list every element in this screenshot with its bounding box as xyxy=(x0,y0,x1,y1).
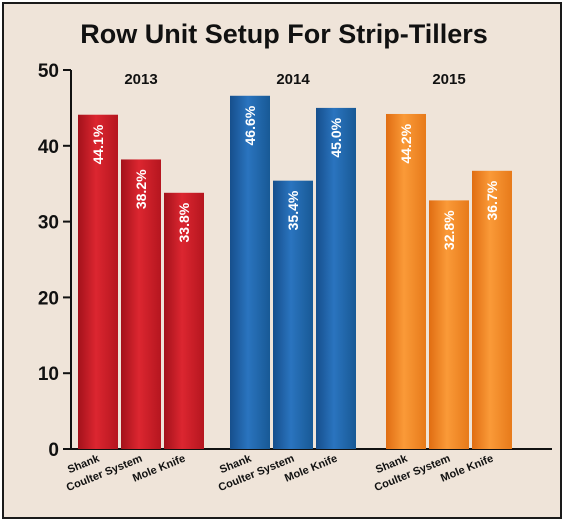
chart-title: Row Unit Setup For Strip-Tillers xyxy=(80,19,488,49)
bar-2013-mole-knife xyxy=(164,192,204,449)
group-year-label: 2015 xyxy=(432,71,465,88)
bar-2015-shank xyxy=(386,113,426,450)
group-year-label: 2014 xyxy=(276,71,310,88)
y-tick-label: 40 xyxy=(38,137,59,158)
y-tick-label: 10 xyxy=(38,364,59,385)
bar-value-label: 33.8% xyxy=(176,202,192,242)
bar-value-label: 36.7% xyxy=(484,180,500,220)
bar-value-label: 46.6% xyxy=(242,105,258,145)
bar-2015-coulter-system xyxy=(429,200,469,449)
bar-2015-mole-knife xyxy=(472,170,512,449)
bar-2013-coulter-system xyxy=(121,159,161,449)
y-tick-label: 20 xyxy=(38,288,59,309)
bars-layer xyxy=(78,95,512,450)
group-year-label: 2013 xyxy=(124,71,157,88)
chart-frame: Row Unit Setup For Strip-Tillers 0 10 20 30… xyxy=(2,2,562,519)
bar-value-label: 44.1% xyxy=(90,124,106,164)
y-tick-label: 30 xyxy=(38,213,59,234)
bar-2013-shank xyxy=(78,114,118,450)
bar-2014-mole-knife xyxy=(316,107,356,450)
bar-value-label: 44.2% xyxy=(398,123,414,163)
y-tick-label: 0 xyxy=(48,440,59,461)
bar-value-label: 38.2% xyxy=(133,169,149,209)
bar-chart: Row Unit Setup For Strip-Tillers 0 10 20 30… xyxy=(38,19,552,494)
y-tick-label: 50 xyxy=(38,61,59,82)
bar-value-label: 45.0% xyxy=(328,117,344,157)
bar-2014-coulter-system xyxy=(273,180,313,449)
bar-2014-shank xyxy=(230,95,270,449)
bar-value-label: 35.4% xyxy=(285,190,301,230)
bar-value-label: 32.8% xyxy=(441,210,457,250)
